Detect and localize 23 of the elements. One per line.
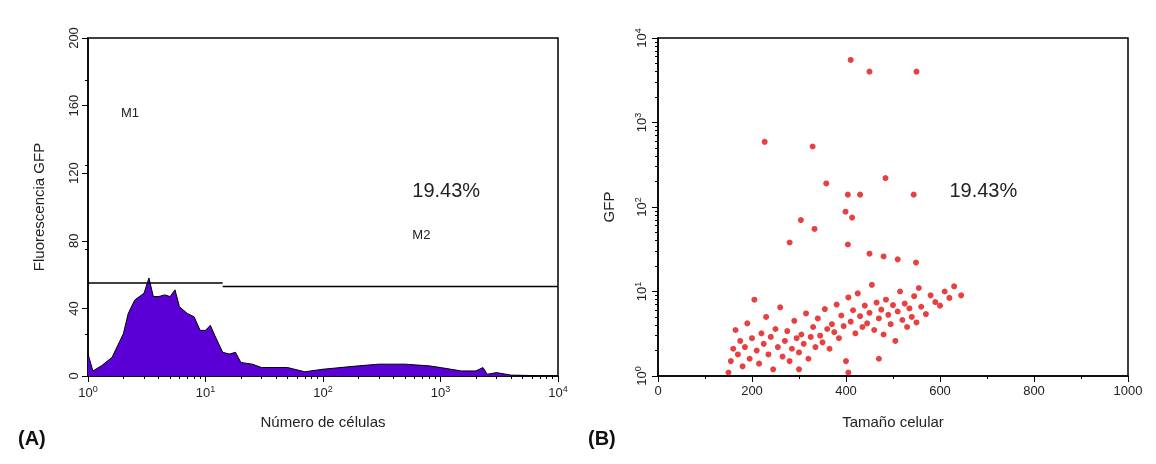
x-axis-title: Número de células — [260, 413, 386, 430]
x-axis-title: Tamaño celular — [842, 413, 944, 430]
y-axis-title: GFP — [600, 191, 617, 223]
x-tick-label: 600 — [929, 383, 951, 398]
y-tick-label: 200 — [66, 27, 81, 49]
y-tick-label: 40 — [66, 301, 81, 316]
x-tick-label: 400 — [835, 383, 857, 398]
y-tick-label: 160 — [66, 94, 81, 117]
annotation: M2 — [412, 226, 431, 242]
annotation: 19.43% — [412, 179, 481, 202]
y-tick-label: 120 — [66, 162, 81, 185]
x-tick-label: 0 — [654, 383, 662, 398]
y-tick-label: 101 — [632, 281, 649, 302]
y-axis-title: Fluorescencia GFP — [30, 142, 47, 272]
annotation: M1 — [120, 104, 139, 120]
text: (B) — [588, 427, 616, 449]
annotation: 19.43% — [949, 179, 1018, 202]
y-tick-label: 80 — [66, 233, 81, 249]
x-tick-label: 1000 — [1113, 383, 1143, 398]
x-tick-label: 200 — [741, 383, 763, 398]
y-tick-label: 0 — [66, 372, 81, 380]
text: (A) — [18, 427, 46, 449]
x-tick-label: 800 — [1023, 383, 1045, 398]
